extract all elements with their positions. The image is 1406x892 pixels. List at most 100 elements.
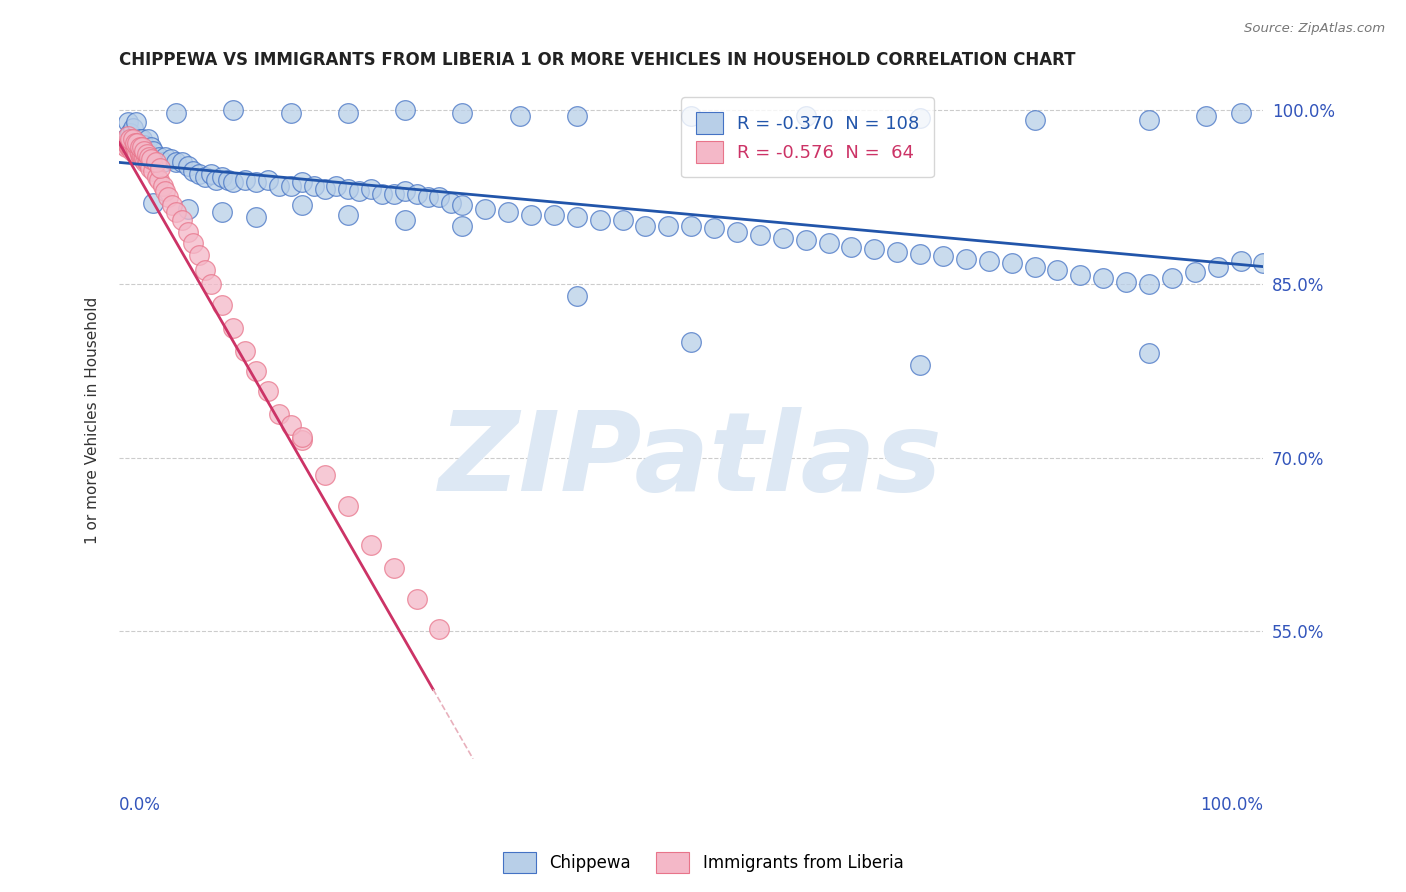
Point — [681, 109, 703, 123]
Point — [121, 132, 143, 146]
Point — [280, 178, 302, 193]
Point — [451, 219, 474, 233]
Point — [134, 152, 156, 166]
Point — [1001, 256, 1024, 270]
Point — [200, 277, 222, 291]
Point — [394, 213, 416, 227]
Text: 0.0%: 0.0% — [120, 796, 160, 814]
Point — [291, 434, 314, 448]
Point — [120, 132, 142, 146]
Point — [1024, 112, 1046, 127]
Point — [302, 178, 325, 193]
Point — [657, 219, 679, 233]
Point — [565, 288, 588, 302]
Point — [772, 230, 794, 244]
Point — [128, 132, 150, 146]
Point — [794, 109, 817, 123]
Point — [124, 140, 146, 154]
Point — [794, 233, 817, 247]
Point — [115, 140, 138, 154]
Point — [349, 185, 371, 199]
Point — [1069, 268, 1091, 282]
Point — [222, 103, 245, 118]
Point — [1160, 271, 1182, 285]
Point — [142, 163, 165, 178]
Point — [125, 115, 148, 129]
Point — [336, 182, 359, 196]
Point — [565, 109, 588, 123]
Point — [336, 105, 359, 120]
Point — [886, 244, 908, 259]
Point — [291, 175, 314, 189]
Point — [211, 205, 233, 219]
Text: 100.0%: 100.0% — [1201, 796, 1264, 814]
Point — [217, 173, 239, 187]
Text: Source: ZipAtlas.com: Source: ZipAtlas.com — [1244, 22, 1385, 36]
Point — [112, 138, 135, 153]
Point — [128, 147, 150, 161]
Point — [127, 147, 149, 161]
Point — [703, 221, 725, 235]
Point — [955, 252, 977, 266]
Point — [177, 225, 200, 239]
Point — [135, 147, 157, 161]
Point — [146, 170, 169, 185]
Point — [1137, 277, 1160, 291]
Point — [429, 190, 451, 204]
Point — [129, 150, 152, 164]
Point — [245, 210, 267, 224]
Point — [188, 248, 211, 262]
Point — [509, 109, 531, 123]
Point — [382, 186, 405, 201]
Point — [474, 202, 496, 216]
Point — [117, 138, 139, 153]
Point — [183, 236, 205, 251]
Point — [222, 321, 245, 335]
Point — [589, 213, 612, 227]
Point — [280, 418, 302, 433]
Point — [120, 127, 142, 141]
Point — [360, 537, 382, 551]
Point — [194, 263, 217, 277]
Point — [142, 196, 165, 211]
Point — [153, 185, 176, 199]
Point — [634, 219, 657, 233]
Point — [128, 144, 150, 158]
Point — [157, 190, 180, 204]
Point — [142, 144, 165, 158]
Point — [125, 144, 148, 158]
Point — [336, 207, 359, 221]
Point — [1046, 263, 1069, 277]
Point — [1229, 105, 1251, 120]
Point — [371, 186, 394, 201]
Y-axis label: 1 or more Vehicles in Household: 1 or more Vehicles in Household — [86, 296, 100, 544]
Point — [152, 155, 174, 169]
Point — [222, 175, 245, 189]
Point — [132, 152, 155, 166]
Point — [748, 228, 770, 243]
Point — [117, 128, 139, 143]
Point — [145, 155, 167, 169]
Point — [394, 103, 416, 118]
Point — [817, 236, 839, 251]
Point — [429, 622, 451, 636]
Point — [908, 358, 931, 372]
Point — [440, 196, 463, 211]
Point — [118, 140, 141, 154]
Point — [280, 105, 302, 120]
Point — [1206, 260, 1229, 274]
Point — [451, 105, 474, 120]
Point — [121, 140, 143, 154]
Point — [170, 213, 193, 227]
Point — [1137, 112, 1160, 127]
Point — [131, 150, 153, 164]
Point — [165, 155, 187, 169]
Point — [149, 161, 172, 176]
Point — [165, 205, 187, 219]
Point — [416, 190, 439, 204]
Point — [134, 144, 156, 158]
Legend: R = -0.370  N = 108, R = -0.576  N =  64: R = -0.370 N = 108, R = -0.576 N = 64 — [682, 97, 934, 178]
Point — [121, 144, 143, 158]
Point — [291, 430, 314, 444]
Text: ZIPatlas: ZIPatlas — [439, 408, 943, 514]
